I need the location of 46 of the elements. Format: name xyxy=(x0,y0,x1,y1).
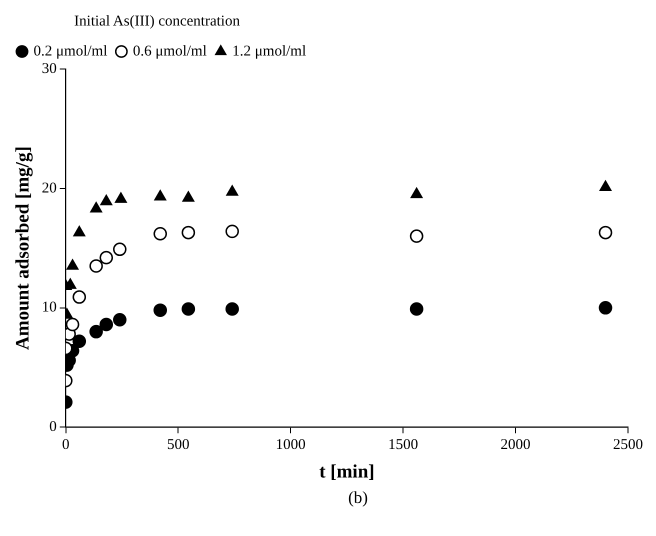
point xyxy=(154,303,167,317)
point xyxy=(154,190,166,201)
point xyxy=(154,227,167,241)
point xyxy=(66,318,80,332)
point xyxy=(226,185,238,196)
point xyxy=(72,334,86,348)
legend-label: 0.6 μmol/ml xyxy=(132,43,207,60)
x-tick-label: 2500 xyxy=(613,437,643,454)
x-tick-label: 1500 xyxy=(388,437,418,454)
point xyxy=(89,324,103,338)
point xyxy=(182,191,194,202)
point xyxy=(66,259,78,270)
y-axis-title: Amount adsorbed [mg/g] xyxy=(12,146,34,350)
point xyxy=(100,194,112,206)
text: (b) xyxy=(347,488,369,508)
point xyxy=(225,224,239,238)
point xyxy=(182,302,196,316)
x-tick-label: 2000 xyxy=(500,437,531,454)
point xyxy=(598,226,612,240)
x-tick-label: 500 xyxy=(166,437,190,454)
point xyxy=(114,192,127,203)
y-tick-label: 10 xyxy=(42,300,57,316)
point xyxy=(90,202,102,212)
legend-title: Initial As(III) concentration xyxy=(74,13,240,30)
point xyxy=(100,250,114,264)
point xyxy=(225,302,239,316)
point xyxy=(410,188,423,198)
legend-label: 0.2 μmol/ml xyxy=(34,43,108,60)
point xyxy=(113,312,127,326)
x-tick-label: 0 xyxy=(62,437,70,454)
point xyxy=(72,290,86,304)
point xyxy=(410,302,424,316)
point xyxy=(598,301,612,315)
y-tick-label: 20 xyxy=(42,180,57,196)
y-tick-label: 0 xyxy=(49,419,57,436)
point xyxy=(73,226,86,236)
point xyxy=(89,259,103,273)
point xyxy=(113,242,127,256)
x-axis-title: t [min] xyxy=(319,462,375,483)
point xyxy=(182,226,196,240)
x-tick-label: 1000 xyxy=(276,437,306,454)
legend-label: 1.2 μmol/ml xyxy=(232,43,306,60)
point xyxy=(410,229,424,243)
point xyxy=(600,180,612,191)
point xyxy=(100,318,114,332)
y-tick-label: 30 xyxy=(42,60,57,77)
